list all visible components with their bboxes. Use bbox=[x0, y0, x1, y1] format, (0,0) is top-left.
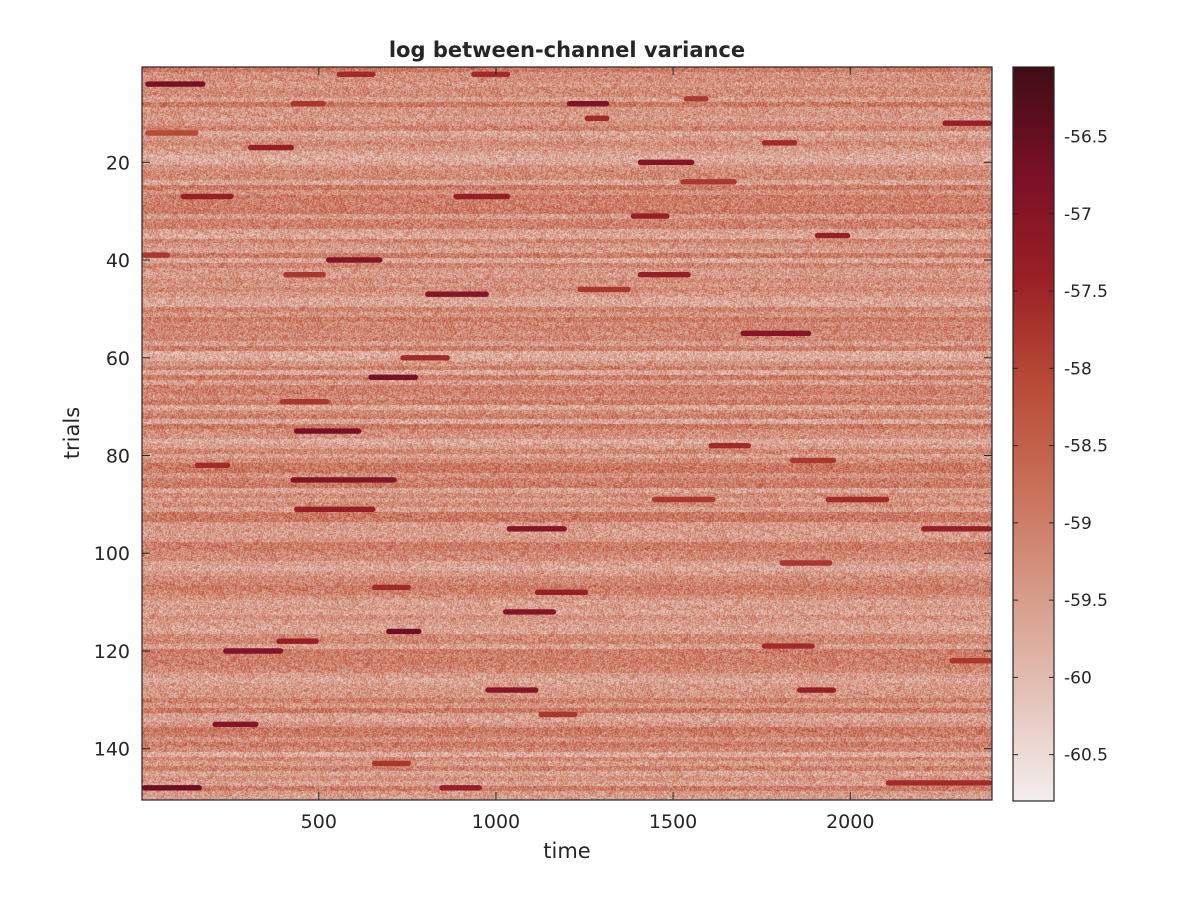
y-tick-label: 40 bbox=[106, 250, 130, 272]
event-streak bbox=[290, 477, 397, 483]
y-axis-ticks: 20 40 60 80 100 120 140 bbox=[94, 152, 992, 761]
x-tick-label: 1000 bbox=[472, 811, 520, 833]
event-streak bbox=[651, 496, 716, 503]
event-streak bbox=[276, 638, 319, 644]
event-streak bbox=[142, 252, 170, 258]
event-streak bbox=[223, 648, 284, 654]
colorbar-tick-label: -58.5 bbox=[1064, 437, 1108, 457]
colorbar-tick-label: -56.5 bbox=[1064, 128, 1108, 148]
y-axis-label: trials bbox=[60, 407, 84, 459]
event-streak bbox=[194, 462, 231, 468]
colorbar-tick-label: -60 bbox=[1064, 668, 1092, 688]
event-streak bbox=[949, 658, 992, 664]
plot-frame bbox=[141, 66, 993, 801]
event-streak bbox=[386, 628, 422, 635]
event-streak bbox=[336, 71, 376, 77]
event-streak bbox=[779, 560, 833, 566]
event-streak bbox=[942, 120, 992, 126]
event-streak bbox=[814, 232, 851, 239]
x-tick-label: 1500 bbox=[649, 811, 697, 833]
x-tick-label: 500 bbox=[301, 811, 337, 833]
event-streak bbox=[538, 711, 578, 718]
event-streak bbox=[325, 257, 383, 263]
event-streak bbox=[425, 291, 489, 297]
event-streak bbox=[680, 179, 737, 185]
colorbar-ticks: -56.5 -57 -57.5 -58 -58.5 -59 -59.5 -60 -60.5 bbox=[1013, 128, 1108, 766]
event-streaks bbox=[142, 71, 992, 791]
event-streak bbox=[790, 457, 837, 464]
event-streak bbox=[584, 115, 610, 121]
heatmap-image bbox=[142, 67, 992, 800]
event-streak bbox=[885, 780, 992, 786]
event-streak bbox=[708, 443, 751, 449]
event-streak bbox=[471, 71, 511, 77]
event-streak bbox=[637, 159, 695, 165]
event-streak bbox=[279, 399, 330, 405]
event-streak bbox=[142, 785, 202, 791]
event-streak bbox=[145, 81, 206, 87]
y-tick-label: 80 bbox=[106, 445, 130, 467]
event-streak bbox=[371, 760, 411, 767]
event-streak bbox=[368, 374, 418, 380]
event-streak bbox=[400, 355, 450, 361]
event-streak bbox=[637, 272, 691, 278]
colorbar-gradient bbox=[1012, 66, 1055, 802]
event-streak bbox=[180, 193, 234, 200]
heatmap-image-container bbox=[142, 67, 992, 800]
event-streak bbox=[294, 506, 376, 512]
event-streak bbox=[290, 101, 326, 107]
event-streak bbox=[740, 330, 812, 336]
event-streak bbox=[921, 526, 992, 532]
event-streak bbox=[825, 496, 890, 503]
event-streak bbox=[683, 96, 709, 102]
event-streak bbox=[371, 584, 411, 591]
x-tick-label: 2000 bbox=[826, 811, 874, 833]
event-streak bbox=[630, 213, 670, 219]
colorbar-tick-label: -60.5 bbox=[1064, 746, 1108, 766]
y-tick-label: 20 bbox=[106, 152, 130, 174]
event-streak bbox=[145, 130, 199, 136]
event-streak bbox=[439, 785, 482, 791]
event-streak bbox=[247, 144, 294, 151]
y-tick-label: 140 bbox=[94, 739, 130, 761]
event-streak bbox=[503, 609, 557, 615]
event-streak bbox=[797, 687, 837, 693]
event-streak bbox=[566, 101, 610, 107]
chart-title: log between-channel variance bbox=[389, 38, 745, 62]
y-tick-label: 120 bbox=[94, 641, 130, 663]
event-streak bbox=[577, 286, 631, 293]
colorbar-tick-label: -57 bbox=[1064, 205, 1092, 225]
event-streak bbox=[761, 140, 798, 146]
event-streak bbox=[761, 643, 815, 649]
colorbar-tick-label: -59 bbox=[1064, 514, 1092, 534]
y-tick-label: 100 bbox=[94, 543, 130, 565]
event-streak bbox=[485, 687, 539, 693]
event-streak bbox=[453, 193, 511, 200]
colorbar-tick-label: -58 bbox=[1064, 359, 1092, 379]
event-streak bbox=[506, 526, 567, 532]
colorbar: -56.5 -57 -57.5 -58 -58.5 -59 -59.5 -60 -60.5 bbox=[1012, 66, 1108, 802]
colorbar-tick-label: -59.5 bbox=[1064, 591, 1108, 611]
x-axis-ticks: 500 1000 1500 2000 bbox=[301, 67, 874, 833]
x-axis-label: time bbox=[543, 839, 590, 863]
y-tick-label: 60 bbox=[106, 348, 130, 370]
event-streak bbox=[212, 721, 259, 727]
event-streak bbox=[294, 428, 362, 434]
event-streak bbox=[534, 589, 588, 595]
colorbar-tick-label: -57.5 bbox=[1064, 282, 1108, 302]
event-streak bbox=[283, 272, 326, 278]
plot-area: 500 1000 1500 2000 20 40 60 80 100 120 140 bbox=[94, 66, 993, 833]
